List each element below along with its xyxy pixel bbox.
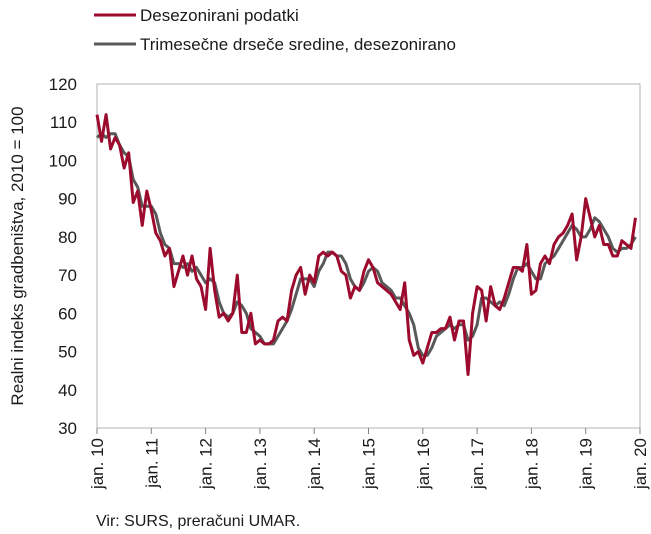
x-tick-label: jan. 17: [468, 438, 487, 490]
x-tick-label: jan. 14: [305, 438, 324, 490]
x-tick-label: jan. 13: [251, 438, 270, 490]
y-tick-label: 120: [49, 75, 77, 94]
y-tick-label: 80: [58, 228, 77, 247]
y-axis: 30 40 50 60 70 80 90 100 110 120: [49, 75, 77, 438]
x-tick-label: jan. 12: [197, 438, 216, 490]
y-tick-label: 30: [58, 419, 77, 438]
x-tick-label: jan. 16: [414, 438, 433, 490]
series-line-desezonirani: [95, 113, 637, 376]
y-tick-label: 90: [58, 190, 77, 209]
x-tick-label: jan. 20: [631, 438, 650, 490]
source-note: Vir: SURS, preračuni UMAR.: [96, 513, 300, 530]
x-axis: jan. 10 jan. 11 jan. 12 jan. 13 jan. 14 jan. …: [88, 428, 650, 490]
x-tick-label: jan. 15: [360, 438, 379, 490]
series-group: [95, 113, 637, 376]
x-tick-label: jan. 19: [577, 438, 596, 490]
y-tick-label: 60: [58, 304, 77, 323]
y-tick-label: 110: [50, 113, 77, 132]
y-tick-label: 40: [58, 381, 77, 400]
x-tick-label: jan. 10: [88, 438, 107, 490]
series-line-drsece-sredine: [96, 132, 637, 357]
x-tick-label: jan. 11: [142, 438, 161, 489]
plot-border: [96, 83, 641, 429]
y-tick-label: 70: [58, 266, 77, 285]
x-tick-label: jan. 18: [522, 438, 541, 490]
legend-label-desezonirani: Desezonirani podatki: [140, 6, 299, 25]
y-tick-label: 100: [49, 151, 77, 170]
plot-area: [96, 83, 641, 429]
legend-label-drsece-sredine: Trimesečne drseče sredine, desezonirano: [140, 35, 456, 54]
y-tick-label: 50: [58, 343, 77, 362]
legend: Desezonirani podatki Trimesečne drseče s…: [94, 6, 456, 54]
y-axis-title: Realni indeks gradbeništva, 2010 = 100: [8, 106, 27, 405]
